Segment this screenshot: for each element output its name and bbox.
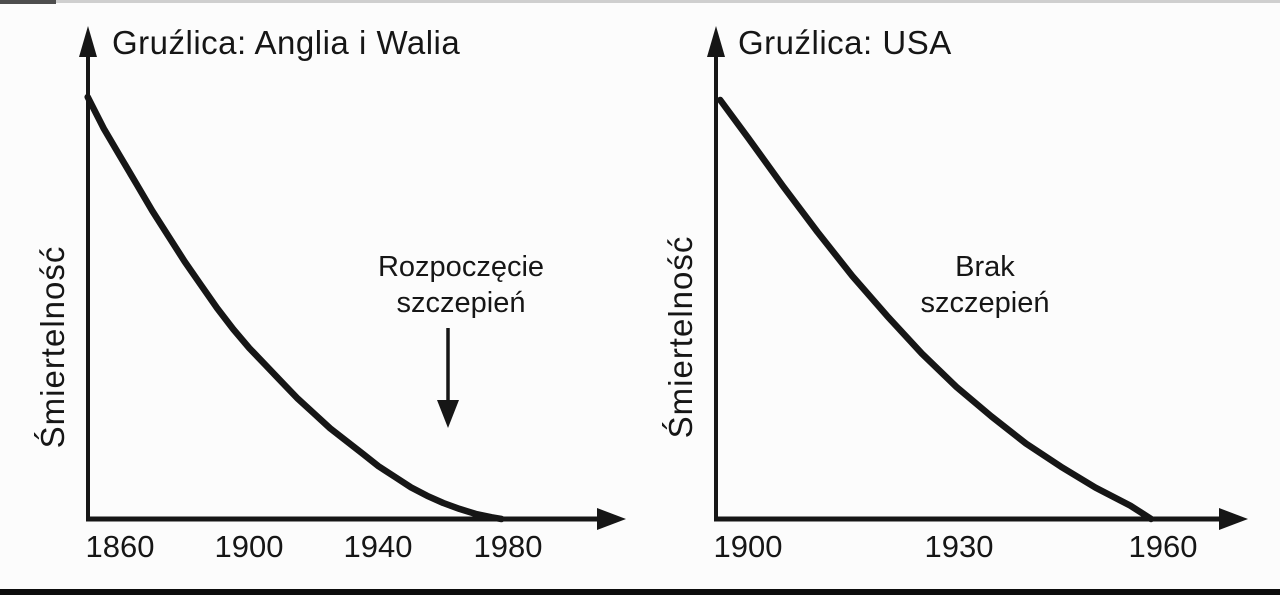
left-x-axis-arrowhead-icon [597, 508, 626, 530]
left-x-tick-1980: 1980 [473, 529, 543, 564]
right-y-axis-arrowhead-icon [707, 26, 725, 57]
right-x-tick-1900: 1900 [713, 529, 783, 564]
right-chart-title: Gruźlica: USA [738, 24, 952, 61]
left-annotation-line2: szczepień [396, 287, 526, 319]
left-x-tick-1860: 1860 [85, 529, 155, 564]
bottom-edge-bar [0, 589, 1280, 595]
top-edge-line [0, 0, 1280, 3]
left-annotation: Rozpoczęcie szczepień [378, 249, 544, 321]
right-annotation-line2: szczepień [920, 287, 1050, 319]
right-annotation-line1: Brak [955, 251, 1015, 283]
left-y-axis-arrowhead-icon [79, 26, 97, 57]
left-annotation-line1: Rozpoczęcie [377, 251, 545, 283]
left-x-tick-1940: 1940 [343, 529, 413, 564]
left-mortality-curve [84, 93, 505, 523]
left-chart-title: Gruźlica: Anglia i Walia [112, 24, 461, 61]
right-mortality-curve [716, 96, 1155, 523]
right-x-tick-1930: 1930 [924, 529, 994, 564]
left-x-tick-1900: 1900 [214, 529, 284, 564]
right-annotation: Brak szczepień [921, 249, 1050, 321]
left-y-axis-label: Śmiertelność [34, 245, 71, 449]
annotation-down-arrowhead-icon [437, 400, 459, 428]
top-left-corner-mark [0, 0, 56, 4]
right-x-tick-1960: 1960 [1128, 529, 1198, 564]
right-y-axis-label: Śmiertelność [662, 235, 699, 439]
right-x-axis-arrowhead-icon [1219, 508, 1248, 530]
